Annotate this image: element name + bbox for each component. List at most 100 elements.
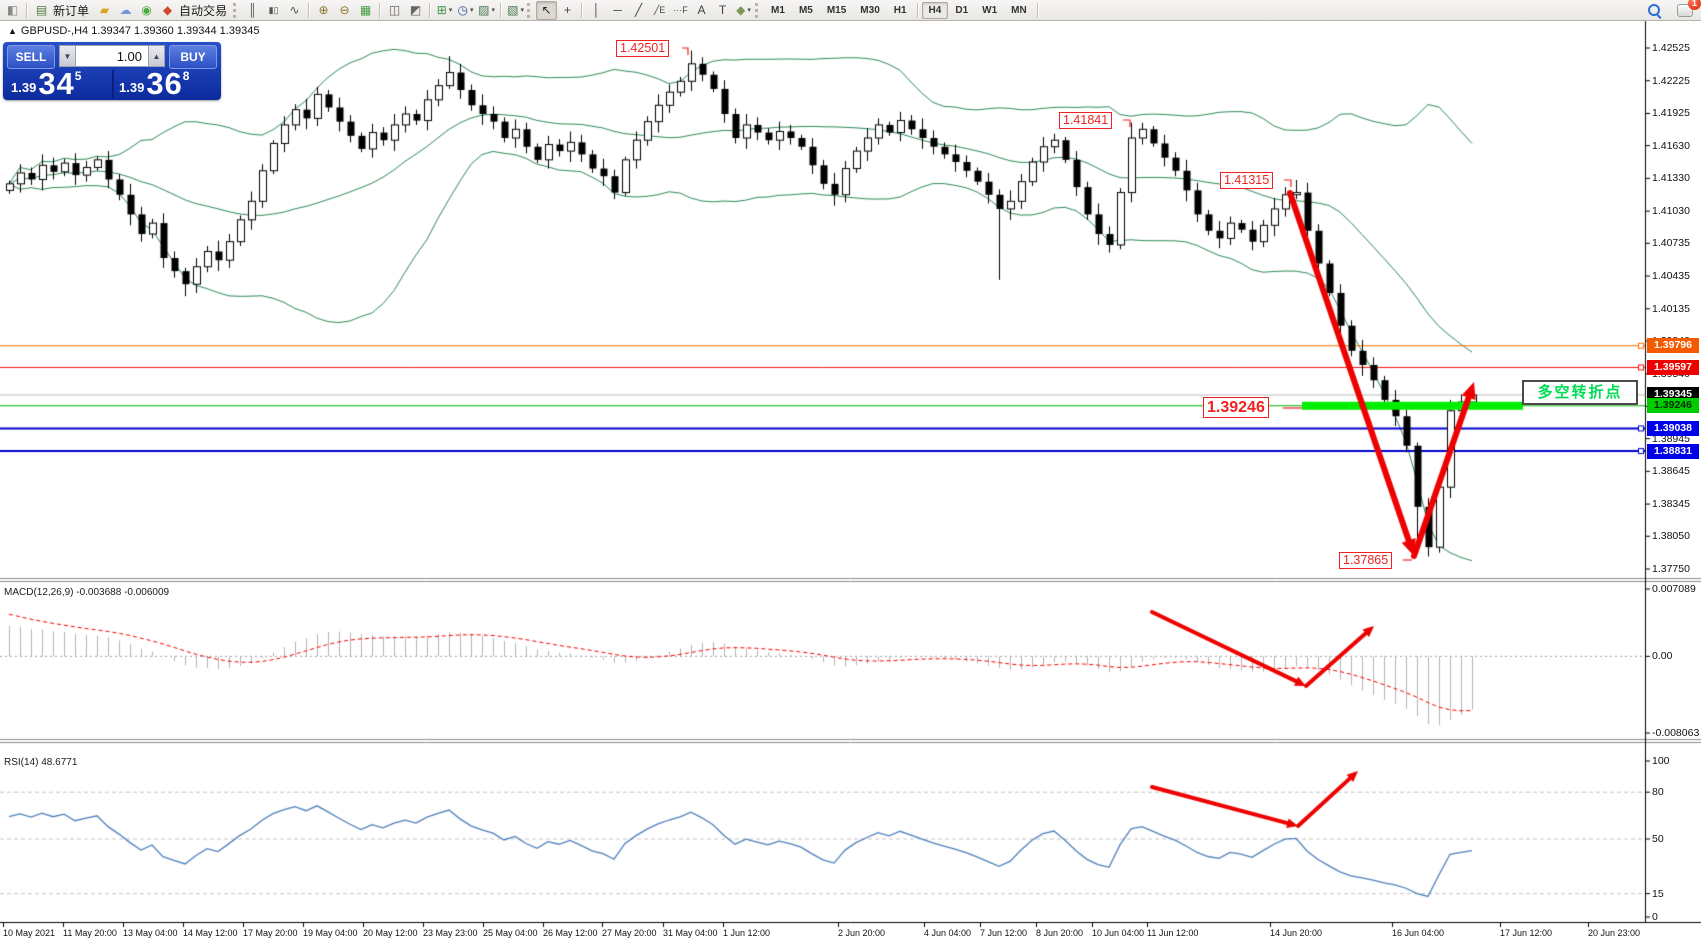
vertical-line-icon[interactable]: │ [586,1,607,20]
price-axis-label: 1.41030 [1652,205,1690,218]
price-axis-label: 1.41925 [1652,107,1690,120]
indicator-window-icon[interactable]: ◩ [405,1,426,20]
tile-windows-icon[interactable]: ▦ [355,1,376,20]
toolbar-grip [233,2,239,18]
buy-price-small: 1.39 [119,80,145,95]
timeframe-m30[interactable]: M30 [860,4,880,16]
text-label-icon[interactable]: T [712,1,733,20]
arrows-icon: ◆ [736,2,746,17]
bar-chart-icon[interactable]: ║ [242,1,263,20]
add-chart-icon[interactable]: ⊞ ▾ [434,1,455,20]
macd-axis-label: -0.008063 [1652,727,1700,739]
macd-axis-label: 0.00 [1652,650,1673,663]
new-order-icon[interactable]: ▤ [31,1,52,20]
price-axis-label: 1.38345 [1652,498,1690,511]
sell-price-sup: 5 [74,69,82,83]
volume-decrease-button[interactable]: ▼ [59,45,76,67]
price-annotation-label: 1.41315 [1220,172,1274,189]
crosshair-icon[interactable]: + [557,1,578,20]
timeframe-w1[interactable]: W1 [982,4,998,16]
volume-value[interactable]: 1.00 [76,45,148,67]
toolbar-separator [581,2,584,18]
zoom-in-icon[interactable]: ⊕ [313,1,334,20]
zoom-out-icon: ⊖ [339,2,350,17]
rsi-axis-label: 50 [1652,833,1664,845]
price-tag: 1.39597 [1647,359,1699,375]
autotrading-icon: ◆ [162,2,173,17]
cursor-icon[interactable]: ↖ [536,0,558,20]
horizontal-line-icon[interactable]: ─ [607,1,628,20]
trendline-icon[interactable]: ╱ [628,1,649,20]
gold-bars-icon[interactable]: ▰ [94,1,115,20]
community-icon: ☁ [119,2,132,17]
fibonacci-icon[interactable]: ⋯F [670,1,691,20]
rsi-axis-label: 100 [1652,755,1670,767]
zoom-out-icon[interactable]: ⊖ [334,1,355,20]
market-watch-icon[interactable]: ◧ [2,1,23,20]
text-icon[interactable]: A [691,1,712,20]
buy-price: 1.39 36 8 [119,66,189,101]
rsi-axis-label: 0 [1652,911,1658,923]
search-button[interactable] [1643,1,1664,20]
sell-price: 1.39 34 5 [11,66,82,101]
cursor-icon: ↖ [541,2,552,17]
notifications-button[interactable]: 1 [1674,0,1701,20]
price-tag: 1.39796 [1647,338,1699,354]
buy-price-big: 36 [146,66,183,101]
price-axis-label: 1.40735 [1652,237,1690,250]
chart-style-icon[interactable]: ▧ ▾ [505,1,526,20]
channel-icon[interactable]: ╱E [649,1,670,20]
price-tag: 1.38831 [1647,443,1699,459]
time-axis-label: 1 Jun 12:00 [723,928,771,938]
symbol-quote-text: GBPUSD-,H4 1.39347 1.39360 1.39344 1.393… [20,25,260,37]
timeframe-mn[interactable]: MN [1011,4,1027,16]
timeframe-m5[interactable]: M5 [798,4,813,16]
candlestick-chart-icon: ▮▯ [268,4,279,15]
vertical-line-icon: │ [592,2,601,17]
toolbar-separator [916,2,919,18]
time-axis-label: 13 May 04:00 [123,928,178,938]
toolbar: ◧ ▤ 新订单 ▰ ☁ ◉ ◆ 自动交易 ║ ▮▯ ∿ ⊕ ⊖ ▦ ◫ ◩ ⊞ ▾ ◷ ▾ ▨ ▾ ▧ ▾ ↖ + │ ─ ╱ ╱E ⋯F A… [0,0,1701,21]
timeframe-h1[interactable]: H1 [893,4,907,16]
timeframe-d1[interactable]: D1 [955,4,969,16]
timeframe-m1[interactable]: M1 [771,4,785,16]
time-axis-label: 31 May 04:00 [663,928,718,938]
market-watch-icon: ◧ [6,2,19,17]
indicator-window-icon: ◩ [409,2,422,17]
tile-windows-icon: ▦ [359,2,372,17]
time-axis-label: 25 May 04:00 [483,928,538,938]
sell-price-big: 34 [38,66,75,101]
timeframe-h4[interactable]: H4 [921,1,949,19]
autotrading-label[interactable]: 自动交易 [179,3,228,18]
rsi-axis-label: 15 [1652,887,1664,900]
timeframe-m15[interactable]: M15 [826,4,847,16]
template-icon: ▨ [478,2,490,17]
time-axis-label: 14 May 12:00 [183,928,238,938]
zoom-in-icon: ⊕ [318,2,329,17]
price-axis-label: 1.38050 [1652,530,1690,543]
candlestick-chart-icon[interactable]: ▮▯ [263,1,284,20]
template-icon[interactable]: ▨ ▾ [476,1,497,20]
time-axis-label: 11 Jun 12:00 [1147,928,1199,938]
arrows-icon[interactable]: ◆ ▾ [733,1,754,20]
time-axis-label: 14 Jun 20:00 [1270,928,1323,938]
volume-increase-button[interactable]: ▲ [148,45,165,67]
new-order-label[interactable]: 新订单 [53,3,90,18]
autotrading-icon[interactable]: ◆ [157,1,178,20]
sell-button[interactable]: SELL [7,45,55,69]
signal-icon[interactable]: ◉ [136,1,157,20]
time-axis-label: 26 May 12:00 [543,928,598,938]
dropdown-caret-icon: ▾ [747,6,751,14]
line-chart-icon[interactable]: ∿ [284,1,305,20]
time-axis-label: 8 Jun 20:00 [1036,928,1084,938]
new-chart-window-icon[interactable]: ◫ [384,1,405,20]
new-chart-window-icon: ◫ [388,2,401,17]
community-icon[interactable]: ☁ [115,1,136,20]
time-axis-label: 2 Jun 20:00 [838,928,886,938]
period-clock-icon[interactable]: ◷ ▾ [455,1,476,20]
toolbar-grip [755,2,761,18]
macd-axis-label: 0.007089 [1652,583,1696,595]
volume-stepper: ▼ 1.00 ▲ [59,45,165,67]
buy-button[interactable]: BUY [169,45,217,69]
